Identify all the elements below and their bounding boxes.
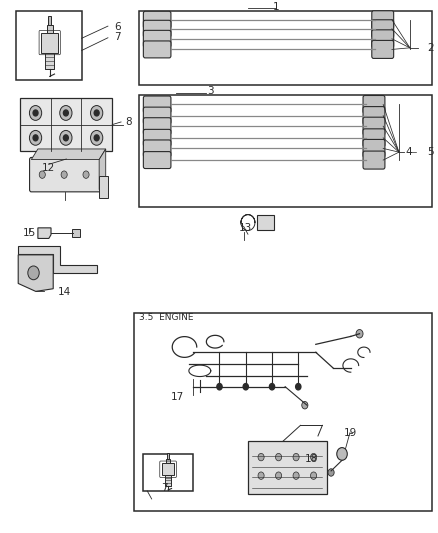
- FancyBboxPatch shape: [143, 96, 170, 113]
- FancyBboxPatch shape: [143, 41, 170, 58]
- Circle shape: [336, 448, 346, 461]
- Circle shape: [292, 472, 298, 479]
- Text: 14: 14: [57, 287, 71, 297]
- Circle shape: [94, 135, 99, 141]
- Bar: [71, 229, 80, 237]
- Circle shape: [90, 106, 102, 120]
- Circle shape: [275, 472, 281, 479]
- FancyBboxPatch shape: [371, 41, 393, 59]
- FancyBboxPatch shape: [143, 151, 170, 168]
- Bar: [166, 459, 170, 463]
- Circle shape: [269, 384, 274, 390]
- Bar: [162, 463, 174, 475]
- Circle shape: [258, 454, 264, 461]
- FancyBboxPatch shape: [362, 107, 384, 125]
- Bar: [247, 441, 326, 494]
- Circle shape: [90, 131, 102, 146]
- FancyBboxPatch shape: [362, 117, 384, 135]
- FancyBboxPatch shape: [29, 157, 101, 192]
- Bar: [138, 11, 431, 85]
- Circle shape: [275, 454, 281, 461]
- Polygon shape: [18, 246, 97, 273]
- Circle shape: [310, 454, 316, 461]
- Bar: [45, 53, 54, 69]
- Circle shape: [28, 266, 39, 280]
- Text: 7: 7: [114, 32, 121, 42]
- FancyBboxPatch shape: [362, 95, 384, 114]
- Bar: [256, 215, 274, 230]
- Circle shape: [33, 135, 38, 141]
- Bar: [134, 312, 431, 511]
- Circle shape: [29, 106, 42, 120]
- Bar: [143, 454, 193, 491]
- Circle shape: [327, 469, 333, 476]
- Bar: [47, 26, 53, 33]
- Text: 4: 4: [405, 147, 411, 157]
- Bar: [165, 475, 171, 486]
- Circle shape: [295, 384, 300, 390]
- Circle shape: [39, 171, 45, 179]
- Circle shape: [94, 110, 99, 116]
- Text: 17: 17: [171, 392, 184, 402]
- Circle shape: [63, 135, 68, 141]
- Text: 5: 5: [426, 147, 433, 157]
- Circle shape: [310, 472, 316, 479]
- FancyBboxPatch shape: [371, 11, 393, 29]
- Bar: [138, 95, 431, 207]
- Circle shape: [355, 329, 362, 338]
- Circle shape: [292, 454, 298, 461]
- FancyBboxPatch shape: [362, 151, 384, 169]
- Circle shape: [62, 154, 71, 164]
- Circle shape: [83, 171, 89, 179]
- Polygon shape: [38, 228, 51, 238]
- Circle shape: [258, 472, 264, 479]
- Text: 7: 7: [161, 483, 168, 494]
- Text: 12: 12: [42, 163, 55, 173]
- Text: 3.5  ENGINE: 3.5 ENGINE: [139, 313, 193, 322]
- Circle shape: [216, 384, 222, 390]
- Bar: [16, 11, 81, 79]
- FancyBboxPatch shape: [143, 20, 170, 37]
- FancyBboxPatch shape: [362, 140, 384, 157]
- Circle shape: [63, 110, 68, 116]
- Bar: [48, 16, 51, 26]
- FancyBboxPatch shape: [143, 30, 170, 47]
- Circle shape: [243, 384, 248, 390]
- Text: 18: 18: [304, 454, 317, 464]
- FancyBboxPatch shape: [371, 20, 393, 38]
- Circle shape: [60, 106, 72, 120]
- Text: 6: 6: [114, 22, 121, 31]
- Bar: [41, 33, 58, 53]
- FancyBboxPatch shape: [143, 11, 170, 28]
- FancyBboxPatch shape: [362, 129, 384, 147]
- Polygon shape: [99, 149, 106, 190]
- Text: 2: 2: [426, 43, 433, 53]
- Bar: [20, 98, 112, 151]
- Text: 13: 13: [239, 223, 252, 233]
- FancyBboxPatch shape: [143, 140, 170, 157]
- Bar: [55, 151, 78, 167]
- Circle shape: [61, 171, 67, 179]
- FancyBboxPatch shape: [143, 118, 170, 135]
- Text: 1: 1: [272, 2, 279, 12]
- Circle shape: [301, 401, 307, 409]
- FancyBboxPatch shape: [143, 130, 170, 147]
- Bar: [99, 176, 108, 198]
- Polygon shape: [31, 149, 106, 159]
- Bar: [166, 453, 169, 459]
- Polygon shape: [18, 255, 53, 292]
- FancyBboxPatch shape: [143, 107, 170, 124]
- Circle shape: [29, 131, 42, 146]
- Circle shape: [33, 110, 38, 116]
- Text: 3: 3: [207, 86, 214, 96]
- Text: 15: 15: [22, 228, 35, 238]
- FancyBboxPatch shape: [371, 30, 393, 48]
- Text: 8: 8: [125, 117, 132, 127]
- Circle shape: [60, 131, 72, 146]
- Text: 19: 19: [343, 428, 357, 438]
